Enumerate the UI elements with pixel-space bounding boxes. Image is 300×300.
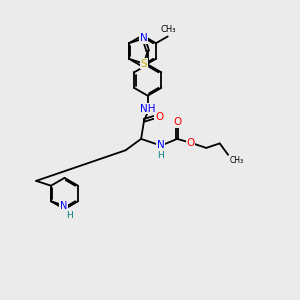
Text: N: N (140, 33, 148, 43)
Text: CH₃: CH₃ (160, 25, 176, 34)
Text: S: S (140, 58, 147, 69)
Text: NH: NH (140, 103, 155, 114)
Text: N: N (60, 201, 67, 211)
Text: H: H (66, 211, 73, 220)
Text: O: O (155, 112, 163, 122)
Text: CH₃: CH₃ (230, 156, 244, 165)
Text: O: O (173, 117, 181, 128)
Text: H: H (158, 151, 164, 160)
Text: O: O (187, 137, 195, 148)
Text: N: N (157, 140, 164, 151)
